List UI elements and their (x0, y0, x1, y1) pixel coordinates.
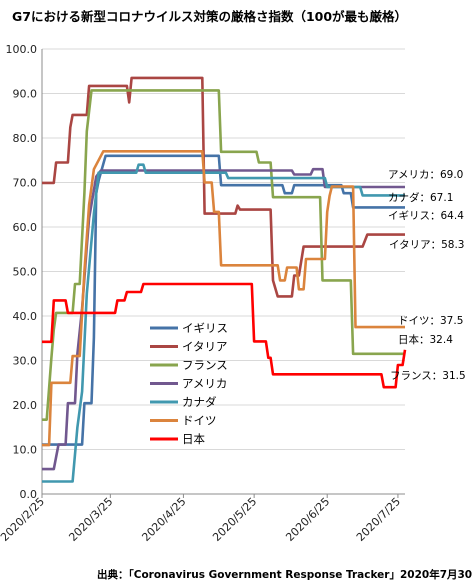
x-tick-label: 2020/7/25 (354, 495, 403, 544)
series-lines (42, 76, 407, 483)
series-end-labels: イギリス：64.4 イタリア：58.3 フランス：31.5 アメリカ：69.0 カナダ：… (388, 169, 466, 382)
series-line (42, 89, 405, 422)
legend-label: ドイツ (182, 414, 217, 428)
y-tick-label: 100.0 (6, 43, 38, 56)
series-line (42, 150, 405, 447)
x-tick-label: 2020/6/25 (283, 495, 332, 544)
y-tick-label: 30.0 (13, 355, 38, 368)
y-tick-label: 0.0 (20, 488, 38, 501)
series-end-label: アメリカ：69.0 (388, 169, 463, 181)
y-axis-ticks: 0.0 10.0 20.0 30.0 40.0 50.0 60.0 70.0 80.0 90.0 1… (6, 43, 38, 501)
legend-label: アメリカ (182, 377, 227, 391)
source-note: 出典：「Coronavirus Government Response Trac… (97, 568, 472, 581)
series-end-label: イギリス：64.4 (388, 210, 464, 222)
y-tick-label: 40.0 (13, 310, 38, 323)
series-end-label: カナダ：67.1 (388, 191, 453, 204)
y-tick-label: 80.0 (13, 132, 38, 145)
legend-label: カナダ (182, 395, 217, 409)
y-tick-label: 10.0 (13, 444, 38, 457)
y-tick-label: 50.0 (13, 266, 38, 279)
x-tick-label: 2020/5/25 (210, 495, 259, 544)
x-axis-ticks: 2020/2/25 2020/3/25 2020/4/25 2020/5/25 2020… (0, 494, 403, 544)
series-end-label: ドイツ：37.5 (398, 315, 463, 327)
series-line (42, 282, 407, 389)
y-tick-label: 90.0 (13, 88, 38, 101)
y-tick-label: 70.0 (13, 177, 38, 190)
legend-label: フランス (182, 358, 228, 372)
series-end-label: フランス：31.5 (390, 370, 466, 382)
x-tick-label: 2020/4/25 (139, 495, 188, 544)
chart-title: G7における新型コロナウイルス対策の厳格さ指数（100が最も厳格） (12, 9, 407, 24)
legend-label: イギリス (182, 321, 228, 335)
series-line (42, 154, 405, 446)
y-tick-label: 60.0 (13, 221, 38, 234)
legend-label: イタリア (182, 340, 228, 354)
series-end-label: イタリア：58.3 (389, 239, 464, 251)
x-tick-label: 2020/3/25 (66, 495, 115, 544)
y-tick-label: 20.0 (13, 399, 38, 412)
gridlines (42, 48, 405, 450)
legend-label: 日本 (182, 432, 205, 446)
series-end-label: 日本：32.4 (398, 333, 453, 346)
x-tick-label: 2020/2/25 (0, 495, 47, 544)
